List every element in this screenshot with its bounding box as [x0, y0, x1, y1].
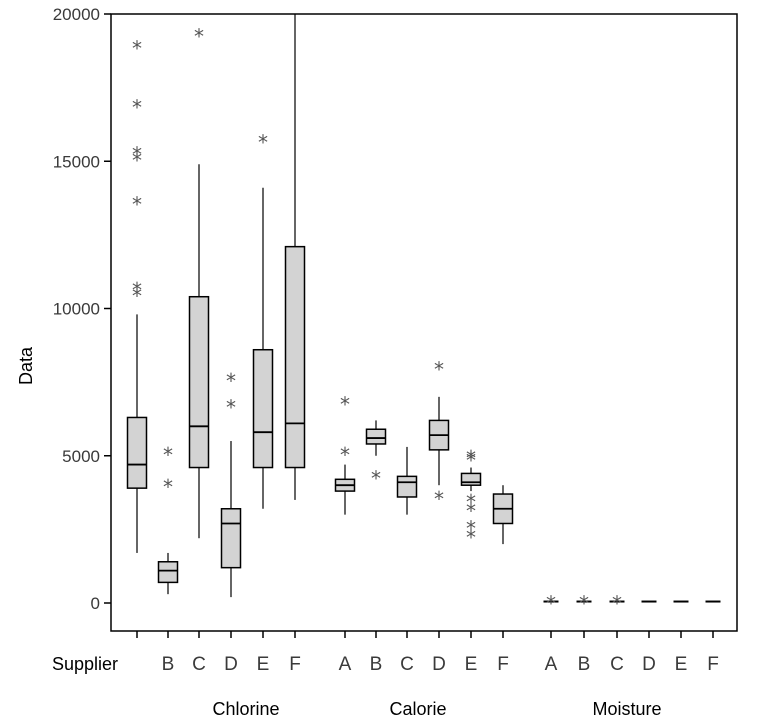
x-tick-label: B — [162, 654, 175, 675]
box-iqr — [157, 561, 179, 584]
outlier-point: * — [258, 131, 268, 155]
outlier-point: * — [163, 443, 173, 467]
outlier-point: * — [466, 490, 476, 514]
x-tick-label: E — [675, 654, 688, 675]
outlier-point: * — [194, 25, 204, 49]
group-labels: Chlorine Calorie Moisture — [212, 699, 661, 719]
box-iqr — [220, 508, 242, 569]
x-tick-label: F — [497, 654, 509, 675]
box-iqr — [396, 475, 418, 498]
y-axis: 0 5000 10000 15000 20000 — [53, 5, 111, 613]
group-label-moisture: Moisture — [592, 699, 661, 719]
y-tick-label: 10000 — [53, 300, 100, 319]
box-iqr — [126, 416, 148, 489]
y-axis-label: Data — [16, 346, 36, 385]
outlier-point: * — [132, 36, 142, 60]
group-label-calorie: Calorie — [389, 699, 446, 719]
x-tick-label: D — [642, 654, 656, 675]
box-iqr — [252, 348, 274, 469]
outlier-point: * — [132, 278, 142, 302]
outlier-point: * — [340, 393, 350, 417]
outlier-point: * — [132, 192, 142, 216]
x-tick-label: E — [465, 654, 478, 675]
plot-frame — [110, 13, 738, 632]
outlier-point: * — [434, 487, 444, 511]
x-tick-label: F — [707, 654, 719, 675]
x-tick-label: B — [578, 654, 591, 675]
y-tick-label: 5000 — [62, 447, 100, 466]
outlier-point: * — [546, 592, 556, 616]
outlier-point: * — [340, 443, 350, 467]
outlier-point: * — [132, 142, 142, 166]
outlier-point: * — [226, 369, 236, 393]
box-iqr — [188, 295, 210, 469]
y-tick-label: 20000 — [53, 5, 100, 24]
outlier-point: * — [163, 475, 173, 499]
box-iqr — [365, 428, 387, 445]
outlier-point: * — [612, 592, 622, 616]
outlier-point: * — [226, 396, 236, 420]
x-tick-label: A — [339, 654, 352, 675]
x-tick-label: F — [289, 654, 301, 675]
box-iqr — [284, 245, 306, 469]
x-tick-label: B — [370, 654, 383, 675]
outlier-point: * — [371, 466, 381, 490]
y-tick-label: 0 — [91, 594, 100, 613]
outlier-point: * — [132, 284, 142, 308]
x-tick-label: A — [545, 654, 558, 675]
x-axis-prefix-label: Supplier — [52, 654, 118, 674]
x-tick-label: C — [192, 654, 206, 675]
y-tick-label: 15000 — [53, 152, 100, 171]
outlier-point: * — [466, 516, 476, 540]
x-tick-label: D — [224, 654, 238, 675]
outlier-point: * — [466, 499, 476, 523]
x-tick-label: C — [610, 654, 624, 675]
x-tick-label: C — [400, 654, 414, 675]
x-tick-label: E — [257, 654, 270, 675]
outlier-point: * — [434, 357, 444, 381]
outlier-point: * — [466, 525, 476, 549]
outlier-point: * — [132, 148, 142, 172]
box-iqr — [460, 472, 482, 486]
outlier-point: * — [466, 449, 476, 473]
box-marks: ************************* * * — [126, 14, 721, 616]
x-tick-label: D — [432, 654, 446, 675]
outlier-point: * — [579, 592, 589, 616]
outlier-point: * — [132, 95, 142, 119]
outlier-point: * — [466, 446, 476, 470]
group-label-chlorine: Chlorine — [212, 699, 279, 719]
